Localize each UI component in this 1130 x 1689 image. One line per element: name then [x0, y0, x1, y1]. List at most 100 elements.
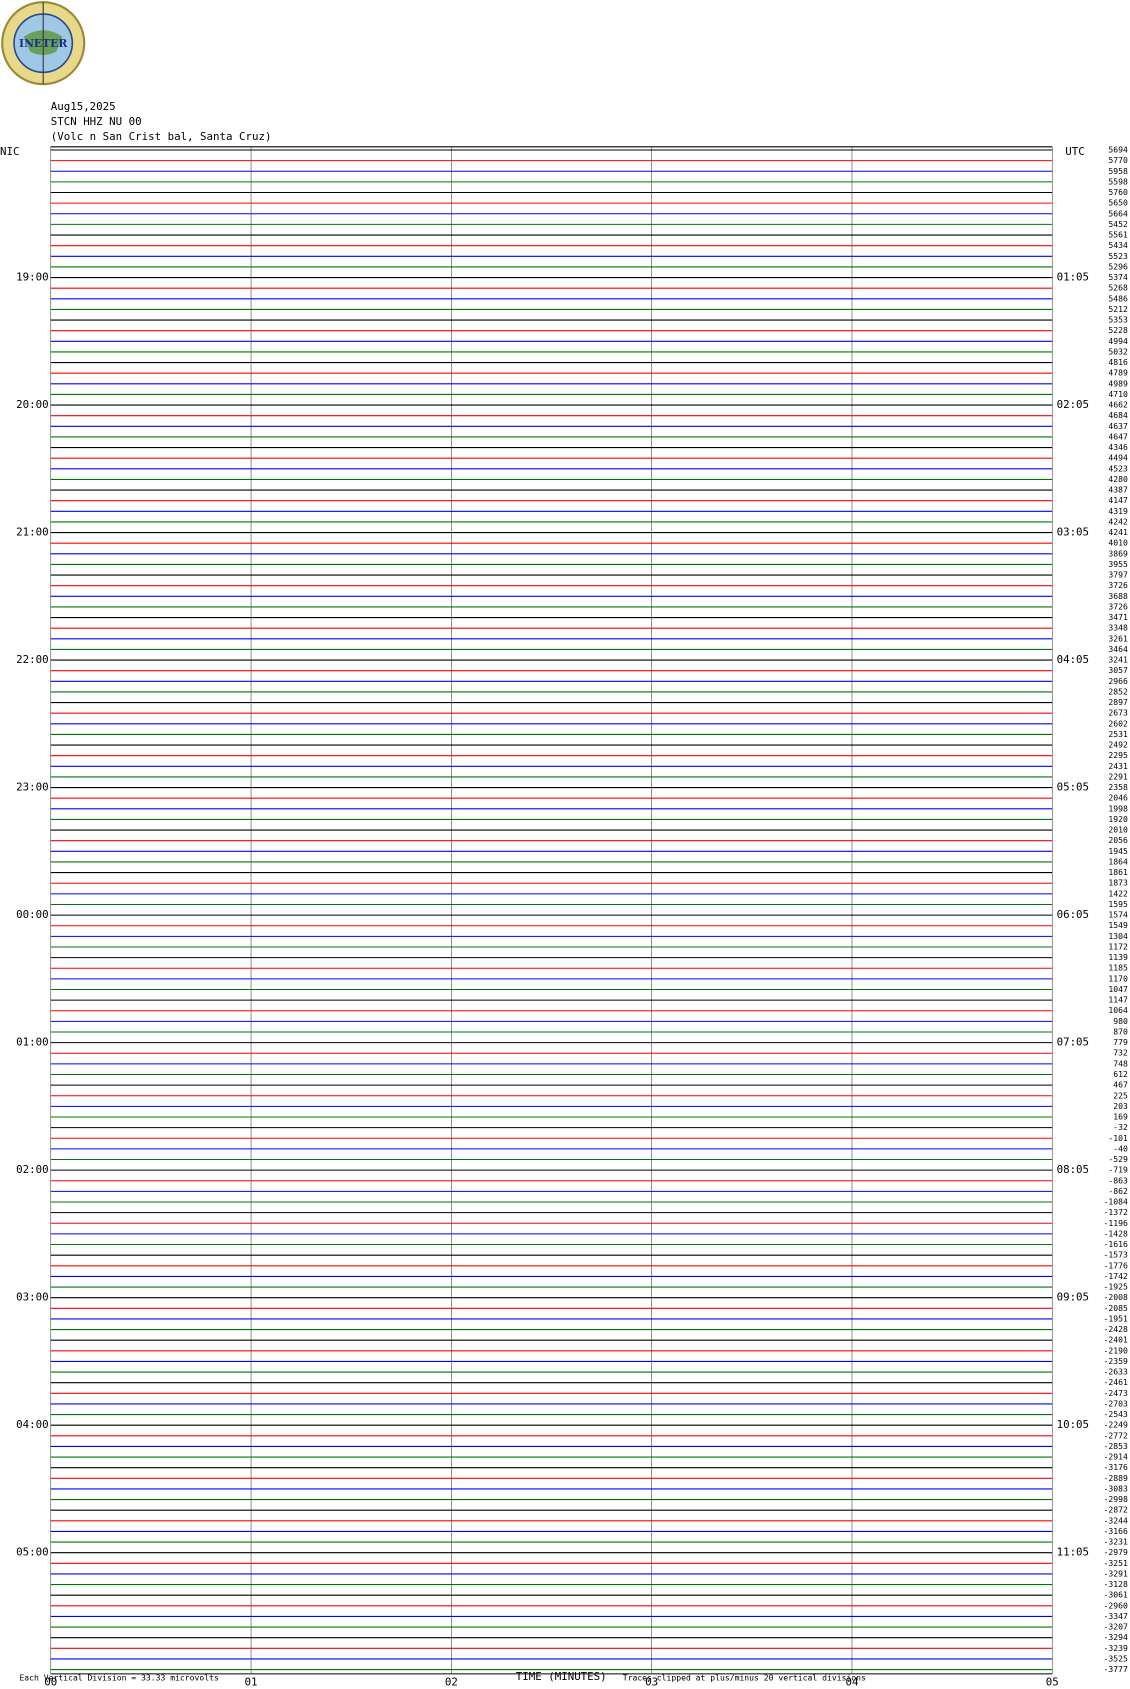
- right-time-label: 04:05: [1057, 653, 1089, 666]
- trace-offset: -40: [1113, 1143, 1128, 1153]
- trace-offset: -1925: [1103, 1282, 1127, 1292]
- trace-offset: 3688: [1108, 591, 1128, 601]
- trace-offset: 5523: [1108, 251, 1128, 261]
- trace-offset: 1147: [1108, 995, 1128, 1005]
- trace-offset: -3777: [1103, 1664, 1127, 1674]
- trace-offset: -2190: [1103, 1345, 1127, 1355]
- trace-offset: -2359: [1103, 1356, 1127, 1366]
- right-time-label: 09:05: [1057, 1291, 1089, 1304]
- trace-offset: -2872: [1103, 1505, 1127, 1515]
- trace-offset: 2358: [1108, 782, 1128, 792]
- trace-offset: -862: [1108, 1186, 1128, 1196]
- trace-offset: 1047: [1108, 984, 1128, 994]
- trace-offset: 1595: [1108, 899, 1128, 909]
- x-tick-label: 04: [845, 1676, 858, 1689]
- trace-offset: -2914: [1103, 1452, 1127, 1462]
- trace-offset: 2966: [1108, 676, 1128, 686]
- trace-offset: 2295: [1108, 750, 1128, 760]
- x-tick-label: 01: [245, 1676, 258, 1689]
- trace-offset: 3261: [1108, 633, 1128, 643]
- trace-offset: -863: [1108, 1175, 1128, 1185]
- trace-offset: 1422: [1108, 888, 1128, 898]
- trace-offset: 5296: [1108, 261, 1128, 271]
- trace-offset: 3797: [1108, 570, 1128, 580]
- trace-offset: 1549: [1108, 920, 1128, 930]
- trace-offset: -3239: [1103, 1643, 1127, 1653]
- trace-offset: -2461: [1103, 1377, 1127, 1387]
- trace-offset: -2633: [1103, 1367, 1127, 1377]
- trace-offset: 3241: [1108, 655, 1128, 665]
- trace-offset: -1573: [1103, 1250, 1127, 1260]
- trace-offset: 5353: [1108, 315, 1128, 325]
- trace-offset: 4147: [1108, 495, 1128, 505]
- x-tick-label: 02: [445, 1676, 458, 1689]
- trace-offset: -3294: [1103, 1632, 1127, 1642]
- trace-offset: -1616: [1103, 1239, 1127, 1249]
- trace-offset: -2428: [1103, 1324, 1127, 1334]
- left-time-label: 20:00: [16, 398, 48, 411]
- left-time-label: 05:00: [16, 1546, 48, 1559]
- trace-offset: -2401: [1103, 1335, 1127, 1345]
- trace-offset: 4241: [1108, 527, 1128, 537]
- trace-offset: 2046: [1108, 793, 1128, 803]
- trace-offset: 5268: [1108, 283, 1128, 293]
- trace-offset: 3348: [1108, 623, 1128, 633]
- trace-offset: -1742: [1103, 1271, 1127, 1281]
- trace-offset: 3726: [1108, 580, 1128, 590]
- trace-offset: 4994: [1108, 336, 1128, 346]
- logo-text: INETER: [19, 37, 68, 50]
- trace-offset: -2473: [1103, 1388, 1127, 1398]
- trace-offset: 1185: [1108, 963, 1128, 973]
- right-time-label: 08:05: [1057, 1163, 1089, 1176]
- trace-offset: 5032: [1108, 346, 1128, 356]
- trace-offset: 5958: [1108, 166, 1128, 176]
- trace-offset: 3057: [1108, 665, 1128, 675]
- date: Aug15,2025: [51, 100, 116, 113]
- left-time-label: 02:00: [16, 1163, 48, 1176]
- trace-offset: 2673: [1108, 708, 1128, 718]
- right-axis-label: UTC: [1065, 145, 1084, 158]
- trace-offset: 1574: [1108, 910, 1128, 920]
- trace-offset: 3471: [1108, 612, 1128, 622]
- trace-offset: 2531: [1108, 729, 1128, 739]
- trace-offset: 5760: [1108, 187, 1128, 197]
- trace-offset: -3347: [1103, 1611, 1127, 1621]
- trace-offset: -2249: [1103, 1420, 1127, 1430]
- clip-note: Traces clipped at plus/minus 20 vertical…: [623, 1673, 866, 1683]
- right-time-label: 01:05: [1057, 271, 1089, 284]
- trace-offset: -2703: [1103, 1398, 1127, 1408]
- trace-offset: -2085: [1103, 1303, 1127, 1313]
- trace-offset: -3083: [1103, 1483, 1127, 1493]
- trace-offset: 2010: [1108, 825, 1128, 835]
- trace-offset: 4280: [1108, 474, 1128, 484]
- logo: INETER: [1, 1, 86, 86]
- trace-offset: -2853: [1103, 1441, 1127, 1451]
- right-time-label: 03:05: [1057, 526, 1089, 539]
- trace-offset: 3464: [1108, 644, 1128, 654]
- trace-offset: 3869: [1108, 548, 1128, 558]
- trace-offset: 5486: [1108, 293, 1128, 303]
- trace-offset: 4346: [1108, 442, 1128, 452]
- trace-offset: -3207: [1103, 1622, 1127, 1632]
- trace-offset: -1084: [1103, 1197, 1127, 1207]
- trace-offset: 5650: [1108, 198, 1128, 208]
- trace-offset: 1304: [1108, 931, 1128, 941]
- trace-offset: 4523: [1108, 463, 1128, 473]
- trace-offset: -3525: [1103, 1653, 1127, 1663]
- trace-offset: 1920: [1108, 814, 1128, 824]
- left-axis-label: NIC: [0, 145, 19, 158]
- trace-offset: 748: [1113, 1058, 1128, 1068]
- trace-offset: 203: [1113, 1101, 1128, 1111]
- left-time-label: 03:00: [16, 1291, 48, 1304]
- trace-offset: 4662: [1108, 400, 1128, 410]
- trace-offset: 1170: [1108, 973, 1128, 983]
- trace-offset: -2960: [1103, 1600, 1127, 1610]
- x-axis-label: TIME (MINUTES): [516, 1670, 607, 1683]
- right-time-label: 05:05: [1057, 781, 1089, 794]
- trace-offset: -3176: [1103, 1462, 1127, 1472]
- trace-offset: 1861: [1108, 867, 1128, 877]
- trace-offset: 5770: [1108, 155, 1128, 165]
- right-time-label: 07:05: [1057, 1036, 1089, 1049]
